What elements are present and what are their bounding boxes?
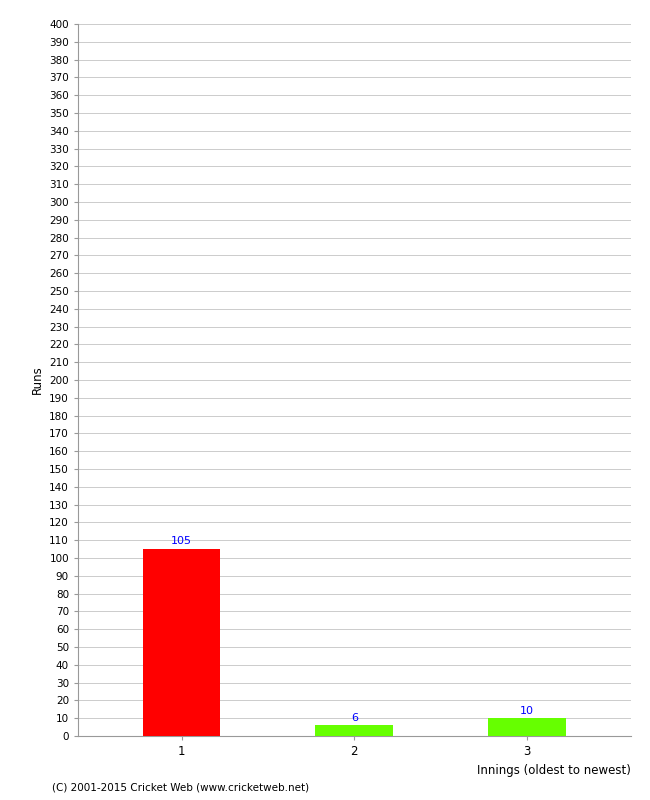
Text: (C) 2001-2015 Cricket Web (www.cricketweb.net): (C) 2001-2015 Cricket Web (www.cricketwe… — [52, 782, 309, 792]
Y-axis label: Runs: Runs — [31, 366, 44, 394]
Text: 10: 10 — [520, 706, 534, 715]
Bar — [488, 718, 566, 736]
Text: 105: 105 — [171, 537, 192, 546]
Bar — [143, 549, 220, 736]
Text: 6: 6 — [351, 713, 358, 722]
Bar — [315, 726, 393, 736]
X-axis label: Innings (oldest to newest): Innings (oldest to newest) — [476, 763, 630, 777]
